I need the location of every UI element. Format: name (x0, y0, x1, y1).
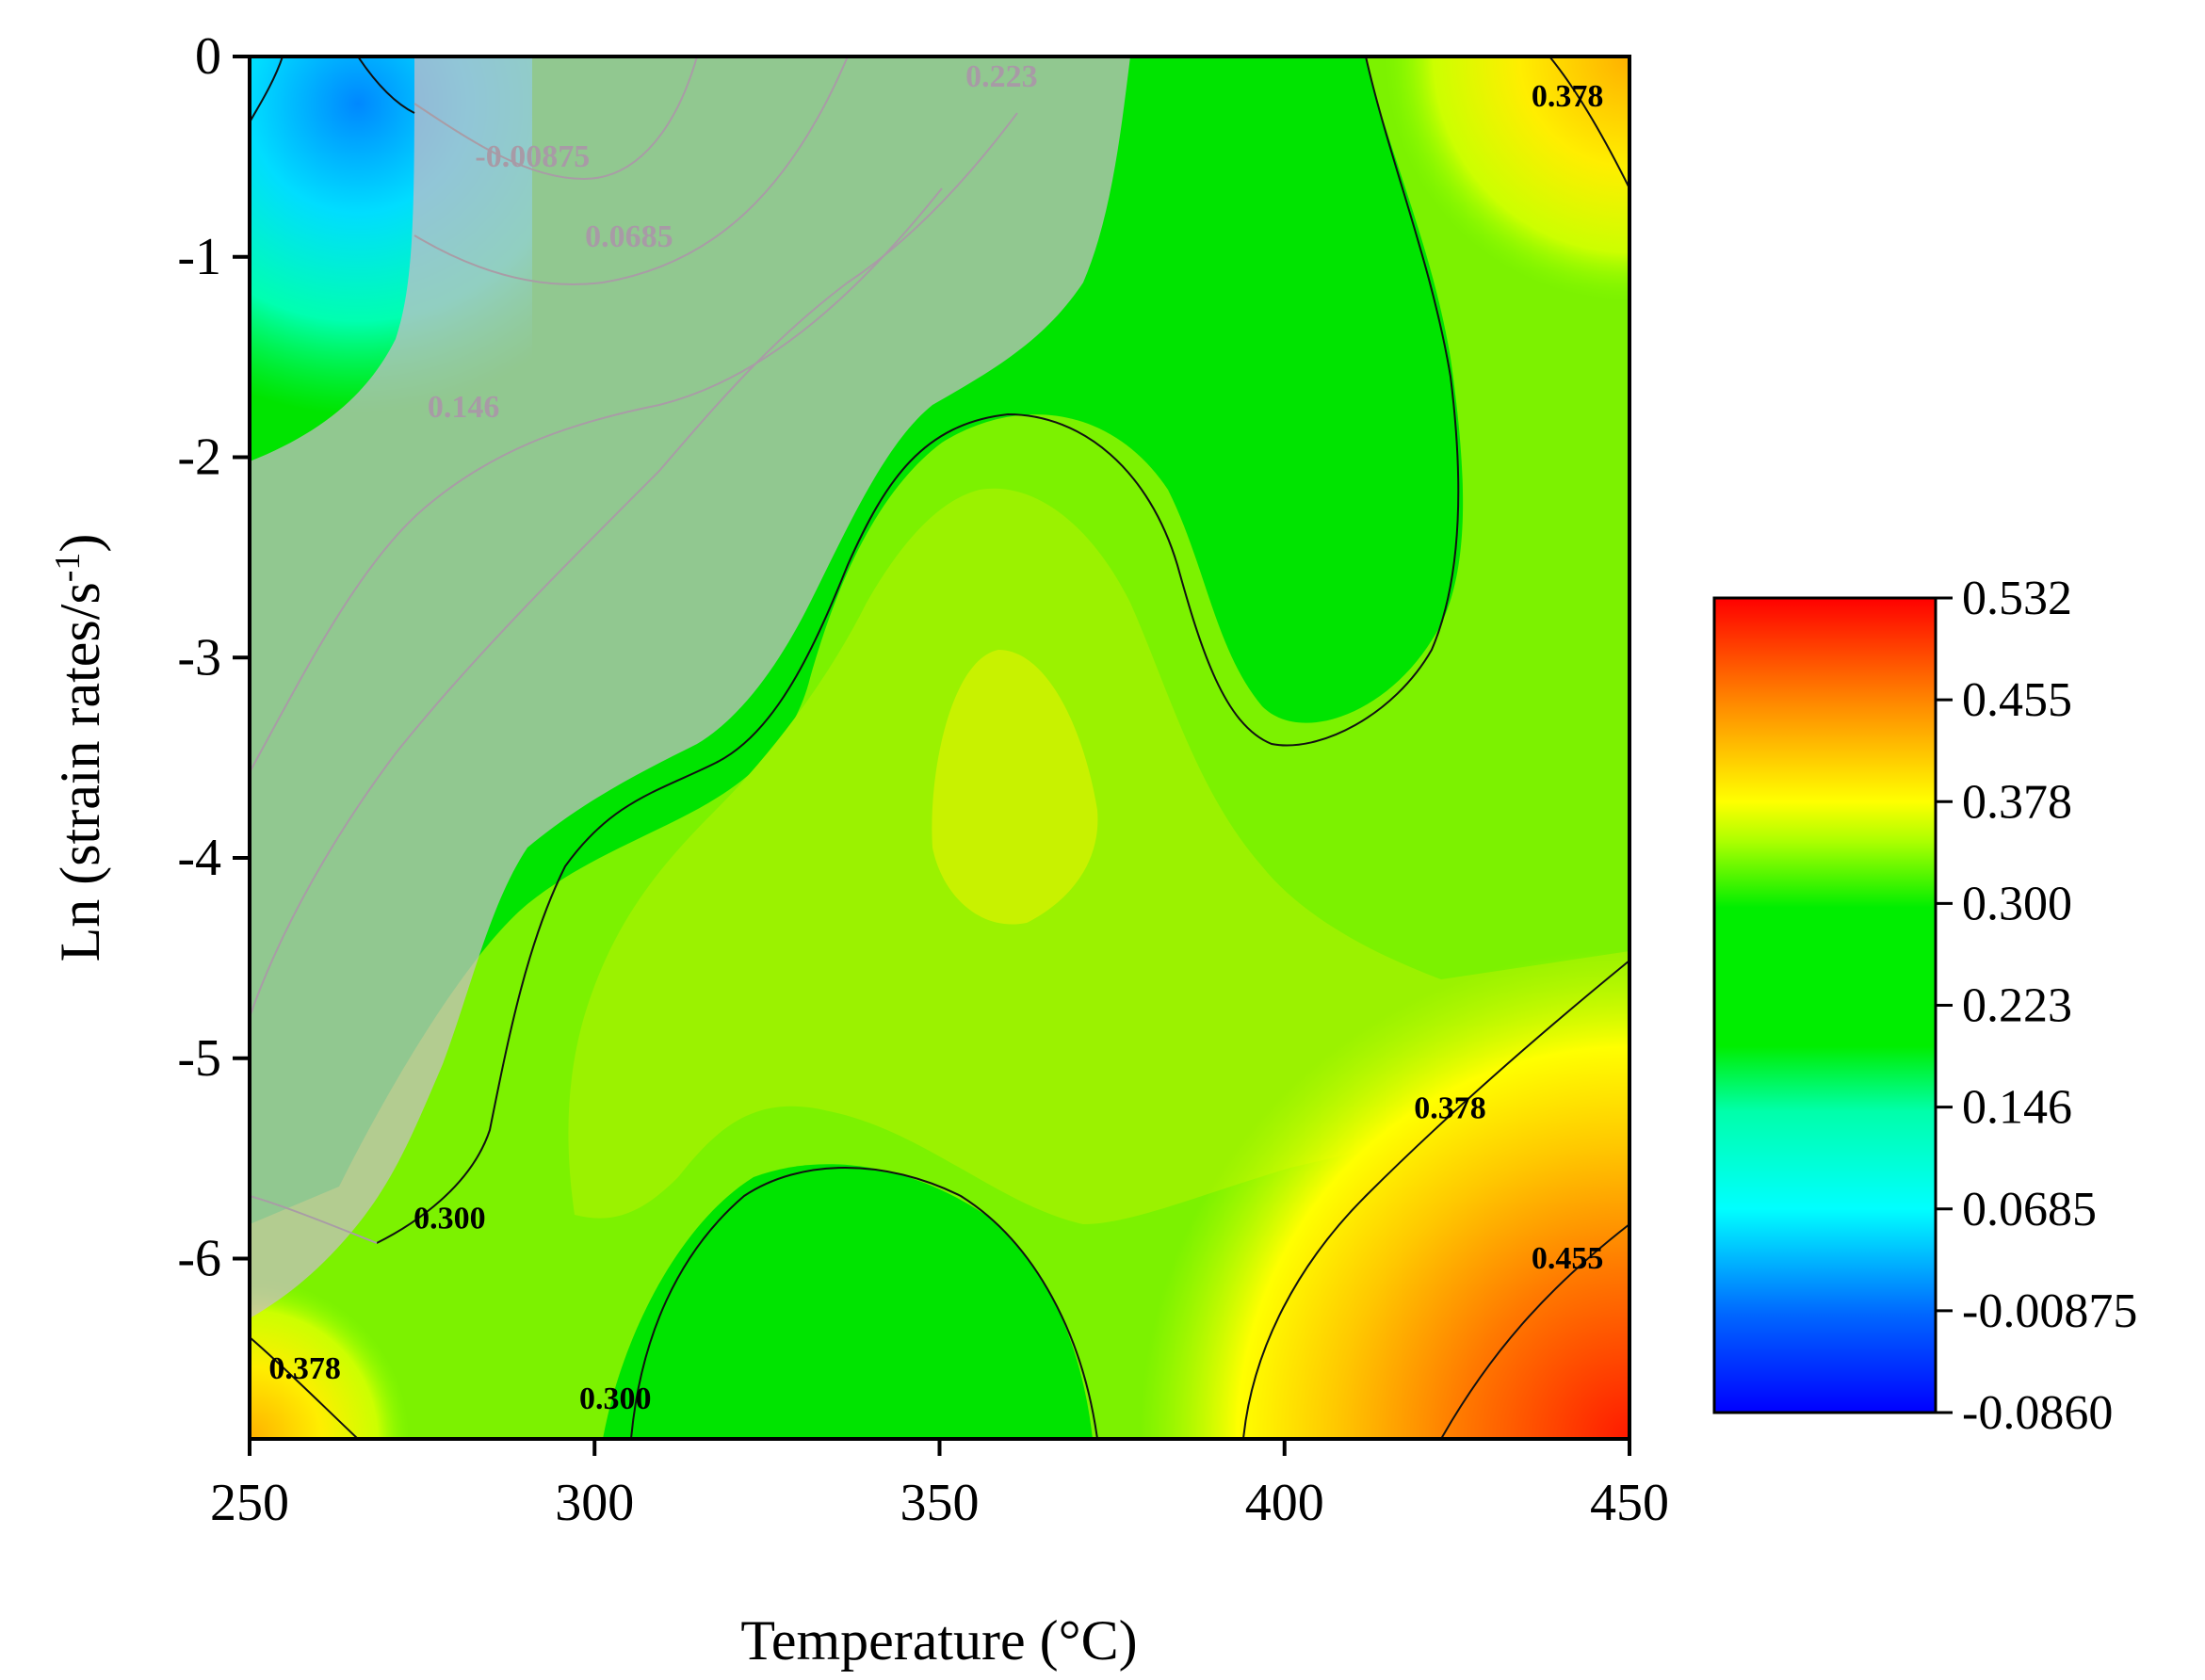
contour-line-grey-minus00875 (413, 57, 698, 181)
contour-label: 0.300 (579, 1381, 652, 1416)
contour-line-grey-0146 (250, 187, 943, 773)
contour-label: 0.223 (965, 59, 1038, 94)
contour-label: 0.0685 (585, 219, 673, 254)
y-tick-label: -1 (177, 228, 221, 286)
contour-label: 0.378 (268, 1351, 341, 1386)
y-axis-title-superscript: -1 (48, 553, 88, 583)
y-tick-label: -4 (177, 829, 221, 887)
y-tick-label: 0 (195, 27, 221, 86)
contour-fill-layer (250, 57, 1629, 1439)
colorbar-tick-label: 0.300 (1962, 877, 2072, 930)
contour-label: -0.00875 (475, 139, 590, 174)
y-axis-title-main: Ln (strain rates/s (49, 582, 111, 961)
x-axis-title: Temperature (°C) (740, 1609, 1137, 1672)
contour-line-0455-bottomright (1440, 1223, 1629, 1439)
colorbar-ticks: 0.532 0.455 0.378 0.300 0.223 0.146 0.0685 -0.0… (1936, 572, 2137, 1440)
x-tick-label: 400 (1245, 1474, 1324, 1532)
contour-lines-dark (250, 57, 1629, 1439)
contour-line-grey-lower (250, 1195, 378, 1244)
y-axis-title: Ln (strain rates/s-1) (48, 534, 111, 962)
y-tick-label: -5 (177, 1029, 221, 1088)
contour-line-0378-bottomright (1242, 960, 1629, 1439)
y-axis-title-close: ) (49, 534, 111, 553)
contour-band-red-bottomright (1130, 942, 1629, 1439)
x-tick-label: 300 (555, 1474, 634, 1532)
colorbar-tick-label: 0.532 (1962, 572, 2072, 625)
x-tick-label: 250 (210, 1474, 289, 1532)
contour-label: 0.146 (428, 390, 500, 425)
contour-band-green-bottom (603, 1164, 1093, 1439)
contour-line-grey-0685 (413, 57, 849, 285)
colorbar-tick-label: 0.378 (1962, 775, 2072, 829)
colorbar-tick-label: 0.455 (1962, 673, 2072, 727)
colorbar: 0.532 0.455 0.378 0.300 0.223 0.146 0.0685 -0.0… (1712, 572, 2137, 1440)
contour-line-0300-upper (376, 57, 1460, 1244)
x-tick-label: 450 (1590, 1474, 1669, 1532)
colorbar-tick-label: -0.0860 (1962, 1386, 2113, 1440)
colorbar-tick-label: 0.146 (1962, 1081, 2072, 1135)
contour-band-yellow-core (932, 650, 1098, 925)
x-axis: 250 300 350 400 450 (210, 1439, 1669, 1532)
contour-line-0378-topright (1548, 57, 1629, 189)
y-tick-label: -2 (177, 428, 221, 487)
contour-label: 0.378 (1414, 1091, 1486, 1126)
contour-label: 0.378 (1532, 79, 1604, 114)
y-axis: 0 -1 -2 -3 -4 -5 -6 (177, 27, 250, 1288)
y-tick-label: -6 (177, 1230, 221, 1288)
contour-label-layer: 0.223 -0.00875 0.0685 0.146 0.378 0.300 0.378 0… (268, 59, 1603, 1416)
contour-line-blue-topleft (357, 57, 415, 114)
colorbar-tick-label: -0.00875 (1962, 1284, 2137, 1338)
x-tick-label: 350 (900, 1474, 980, 1532)
contour-line-0378-bottomleft (250, 1336, 359, 1439)
y-tick-label: -3 (177, 628, 221, 687)
contour-label: 0.455 (1532, 1241, 1604, 1276)
contour-line-0300-lower (630, 1167, 1098, 1439)
contour-line-grey-0223 (250, 112, 1018, 1018)
colorbar-tick-label: 0.223 (1962, 979, 2072, 1033)
contour-label: 0.300 (413, 1202, 486, 1236)
instability-region (250, 57, 1130, 1318)
colorbar-tick-label: 0.0685 (1962, 1183, 2097, 1236)
colorbar-gradient (1712, 596, 1937, 1414)
contour-lines-grey (250, 57, 1018, 1244)
